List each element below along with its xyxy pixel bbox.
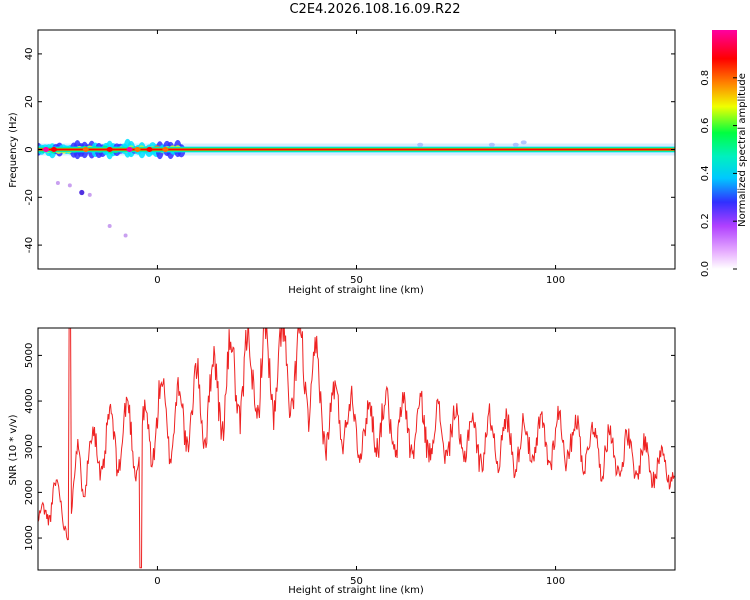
scatter-spot: [68, 183, 72, 187]
spectrogram-plot-area: [34, 139, 675, 238]
hot-spot: [83, 147, 89, 152]
y-tick-label: 0: [24, 146, 35, 152]
scatter-spot: [108, 224, 112, 228]
weak-spot: [489, 143, 495, 147]
hot-spot: [51, 147, 57, 152]
y-tick-label: -20: [24, 189, 35, 205]
colorbar-tick-label: 0.2: [700, 213, 711, 229]
y-tick-label: 40: [24, 48, 35, 61]
weak-spot: [417, 143, 423, 147]
y-tick-label: 3000: [24, 434, 35, 459]
colorbar: 0.0 0.2 0.4 0.6 0.8 Normalized spectral ampl…: [700, 30, 748, 277]
colorbar-tick-label: 0.6: [700, 118, 711, 134]
hot-spot: [135, 147, 141, 152]
hot-spot: [107, 147, 113, 152]
y-tick-label: 20: [24, 95, 35, 108]
weak-spot: [513, 143, 519, 147]
scatter-spot: [124, 234, 128, 238]
hot-spot: [43, 147, 49, 152]
hot-spot: [146, 147, 152, 152]
hot-spot: [127, 147, 133, 152]
y-tick-label: 1000: [24, 525, 35, 550]
x-tick-label: 100: [546, 576, 565, 587]
x-tick-label: 0: [154, 576, 160, 587]
snr-plot-area: [38, 309, 674, 567]
y-tick-label: 4000: [24, 388, 35, 413]
colorbar-tick-label: 0.8: [700, 70, 711, 86]
scatter-spot: [88, 193, 92, 197]
hot-spot: [162, 147, 168, 152]
colorbar-label: Normalized spectral amplitude: [737, 73, 748, 227]
y-tick-label: -40: [24, 237, 35, 253]
colorbar-tick-label: 0.4: [700, 165, 711, 181]
x-tick-label: 100: [546, 275, 565, 286]
snr-frame: [38, 328, 675, 570]
scatter-spot: [79, 190, 84, 195]
snr-y-axis-label: SNR (10 * v/v): [8, 414, 19, 485]
spectrogram-y-axis-label: Frequency (Hz): [8, 112, 19, 188]
y-tick-label: 5000: [24, 343, 35, 368]
y-tick-label: 2000: [24, 480, 35, 505]
x-tick-label: 0: [154, 275, 160, 286]
weak-spot: [521, 140, 527, 144]
colorbar-tick-label: 0.0: [700, 261, 711, 277]
snr-series-line: [38, 309, 674, 567]
colorbar-gradient: [712, 30, 737, 269]
scatter-spot: [56, 181, 60, 185]
snr-x-axis-label: Height of straight line (km): [288, 585, 424, 596]
spectrogram-x-axis-label: Height of straight line (km): [288, 285, 424, 296]
